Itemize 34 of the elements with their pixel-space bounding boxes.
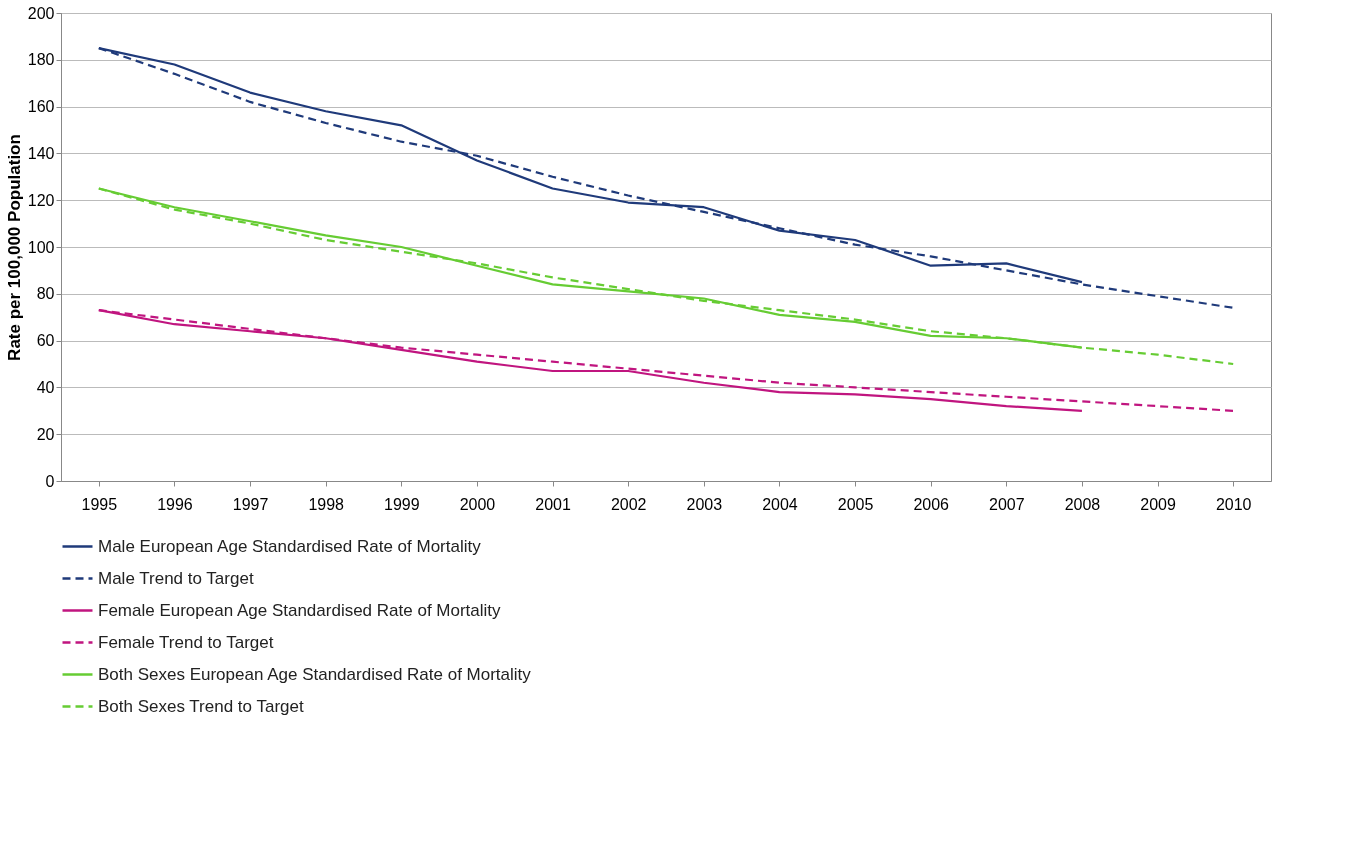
x-tick-label: 1999	[384, 495, 420, 513]
legend-label: Both Sexes European Age Standardised Rate of Mortality	[98, 664, 532, 684]
x-tick-label: 2004	[762, 495, 798, 513]
x-tick-label: 2002	[610, 495, 647, 513]
y-tick-label: 60	[36, 332, 55, 350]
y-axis-title: Rate per 100,000 Population	[4, 134, 24, 361]
y-tick-label: 100	[27, 238, 55, 256]
y-tick-label: 140	[27, 144, 55, 162]
y-tick-label: 20	[36, 425, 55, 443]
legend-label: Male Trend to Target	[98, 568, 254, 588]
y-tick-label: 0	[45, 472, 55, 490]
y-tick-label: 200	[27, 4, 55, 22]
x-tick-label: 1998	[308, 495, 345, 513]
x-tick-label: 1995	[81, 495, 118, 513]
legend-label: Female European Age Standardised Rate of Mortality	[98, 600, 502, 620]
y-tick-label: 160	[27, 98, 55, 116]
x-tick-label: 2007	[989, 495, 1025, 513]
x-tick-label: 2000	[459, 495, 496, 513]
x-tick-label: 2003	[686, 495, 723, 513]
x-tick-label: 2008	[1064, 495, 1101, 513]
x-tick-label: 2010	[1215, 495, 1252, 513]
legend-label: Male European Age Standardised Rate of Mortality	[98, 536, 482, 556]
x-tick-label: 2005	[837, 495, 874, 513]
y-tick-label: 180	[27, 51, 55, 69]
legend-label: Both Sexes Trend to Target	[98, 696, 304, 716]
x-tick-label: 2001	[535, 495, 571, 513]
x-tick-label: 2009	[1140, 495, 1176, 513]
legend-label: Female Trend to Target	[98, 632, 274, 652]
y-tick-label: 40	[36, 378, 55, 396]
x-tick-label: 2006	[913, 495, 950, 513]
x-tick-label: 1996	[157, 495, 193, 513]
y-tick-label: 120	[27, 191, 55, 209]
x-tick-label: 1997	[232, 495, 269, 513]
y-tick-label: 80	[36, 285, 55, 303]
